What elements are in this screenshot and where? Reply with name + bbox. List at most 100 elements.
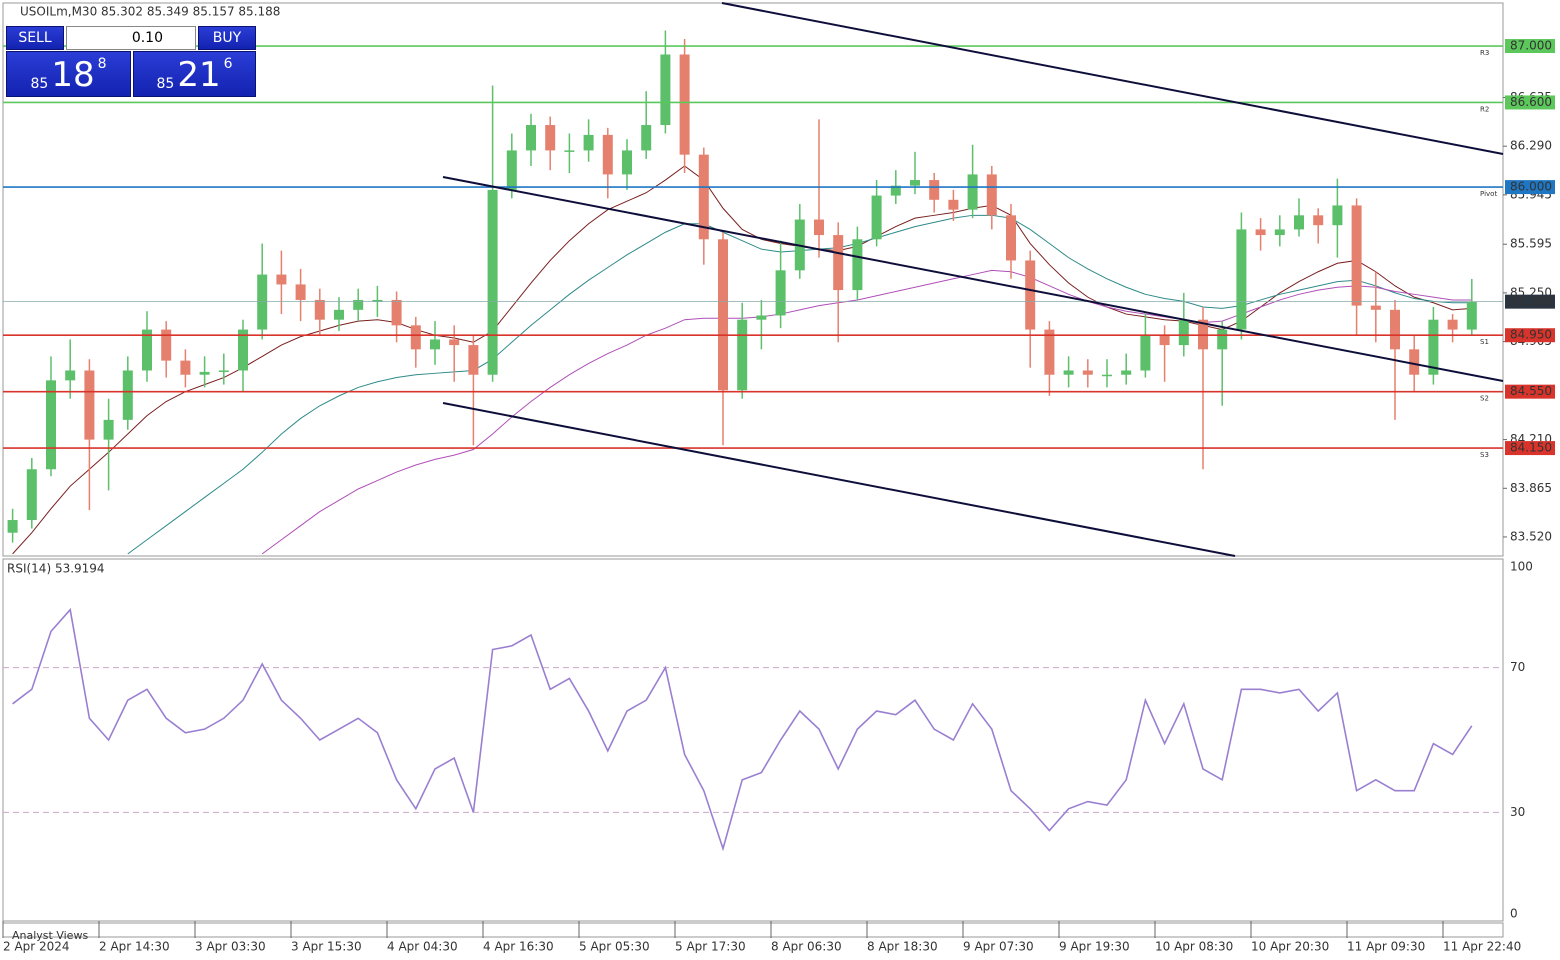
candle-body: [890, 185, 901, 196]
candle-body: [1217, 329, 1228, 350]
candle-body: [1428, 319, 1439, 375]
candle-body: [1044, 329, 1055, 375]
candle-body: [257, 274, 268, 330]
candle-body: [526, 125, 536, 151]
x-tick-label: 4 Apr 04:30: [387, 940, 458, 954]
candle-body: [449, 339, 460, 346]
candle-body: [1351, 205, 1362, 306]
level-box: [1505, 39, 1555, 54]
candle-body: [103, 419, 114, 440]
bid-small: 8: [97, 56, 107, 72]
candle-body: [583, 134, 594, 151]
candle-body: [1370, 305, 1381, 310]
candle-body: [142, 329, 152, 371]
candle-body: [1140, 335, 1151, 371]
level-name: R2: [1480, 105, 1489, 113]
ask-mid: 21: [177, 55, 221, 95]
buy-button[interactable]: BUY: [198, 26, 256, 50]
candle-body: [1121, 370, 1132, 375]
chart-title: USOILm,M30 85.302 85.349 85.157 85.188: [20, 5, 280, 19]
candle-body: [871, 195, 882, 240]
rsi-title: RSI(14) 53.9194: [7, 562, 105, 576]
footer-tab[interactable]: Analyst Views: [12, 929, 88, 942]
candle-body: [314, 299, 325, 320]
candle-body: [122, 370, 133, 420]
x-tick-label: 10 Apr 08:30: [1155, 940, 1233, 954]
candle-body: [948, 199, 959, 210]
candle-body: [199, 371, 210, 375]
candle-body: [1063, 370, 1074, 375]
bid-price[interactable]: 85 18 8: [6, 51, 131, 97]
y-tick-label: 70: [1510, 660, 1525, 674]
candle-body: [833, 235, 844, 291]
candle-body: [737, 319, 748, 391]
bid-big: 85: [30, 76, 49, 92]
x-tick-label: 2 Apr 14:30: [99, 940, 170, 954]
candle-body: [1178, 319, 1189, 346]
candle-body: [218, 370, 229, 372]
x-tick-label: 5 Apr 05:30: [579, 940, 650, 954]
candle-body: [910, 180, 920, 186]
level-label: 86.000: [1510, 180, 1552, 194]
candle-body: [161, 329, 172, 361]
candle-body: [410, 325, 421, 350]
candle-body: [180, 360, 191, 375]
candle-body: [1102, 374, 1112, 377]
x-tick-label: 2 Apr 2024: [3, 940, 70, 954]
sell-button[interactable]: SELL: [6, 26, 64, 50]
candle-body: [46, 380, 56, 470]
candle-body: [679, 54, 690, 155]
candle-body: [660, 54, 671, 126]
x-tick-label: 3 Apr 15:30: [291, 940, 362, 954]
candle-body: [1390, 309, 1400, 350]
candle-body: [1236, 229, 1247, 330]
candle-body: [65, 370, 76, 381]
level-name: S1: [1480, 338, 1489, 346]
x-tick-label: 9 Apr 07:30: [963, 940, 1034, 954]
candle-body: [622, 150, 632, 175]
candle-body: [564, 150, 575, 152]
y-tick-label: 83.865: [1510, 481, 1552, 495]
lot-input[interactable]: 0.10: [66, 26, 196, 50]
moving-average: [12, 165, 1472, 555]
moving-average: [261, 269, 1472, 555]
channel-mid: [442, 176, 1504, 382]
price-pane: [2, 2, 1504, 557]
channel-bottom: [442, 402, 1236, 557]
y-tick-label: 0: [1510, 907, 1518, 921]
x-tick-label: 11 Apr 09:30: [1347, 940, 1425, 954]
candle-body: [295, 284, 306, 300]
level-name: S3: [1480, 451, 1489, 459]
channel-top: [721, 2, 1504, 155]
candle-body: [718, 239, 728, 391]
candle-body: [430, 339, 440, 350]
candle-body: [852, 239, 863, 291]
candle-body: [1466, 301, 1477, 330]
candle-body: [775, 270, 786, 316]
level-label: 84.150: [1510, 441, 1552, 455]
candle-body: [986, 174, 997, 216]
candle-body: [1332, 205, 1343, 226]
candle-body: [1159, 335, 1170, 346]
candle-body: [814, 219, 824, 236]
ask-price[interactable]: 85 21 6: [133, 51, 256, 97]
candle-body: [487, 189, 498, 375]
x-tick-label: 8 Apr 18:30: [867, 940, 938, 954]
bid-mid: 18: [51, 55, 95, 95]
candle-body: [506, 150, 517, 190]
candle-body: [391, 299, 402, 326]
candle-body: [468, 345, 479, 375]
y-tick-label: 100: [1510, 560, 1533, 574]
candle-body: [1006, 215, 1016, 261]
candle-body: [238, 329, 248, 371]
candle-body: [967, 174, 978, 210]
rsi-line: [12, 607, 1473, 852]
x-tick-label: 5 Apr 17:30: [675, 940, 746, 954]
candle-body: [641, 125, 652, 151]
candle-body: [276, 274, 287, 285]
candle-body: [1409, 349, 1420, 375]
candle-body: [545, 125, 556, 151]
y-tick-label: 30: [1510, 805, 1525, 819]
y-tick-label: 83.520: [1510, 529, 1552, 543]
